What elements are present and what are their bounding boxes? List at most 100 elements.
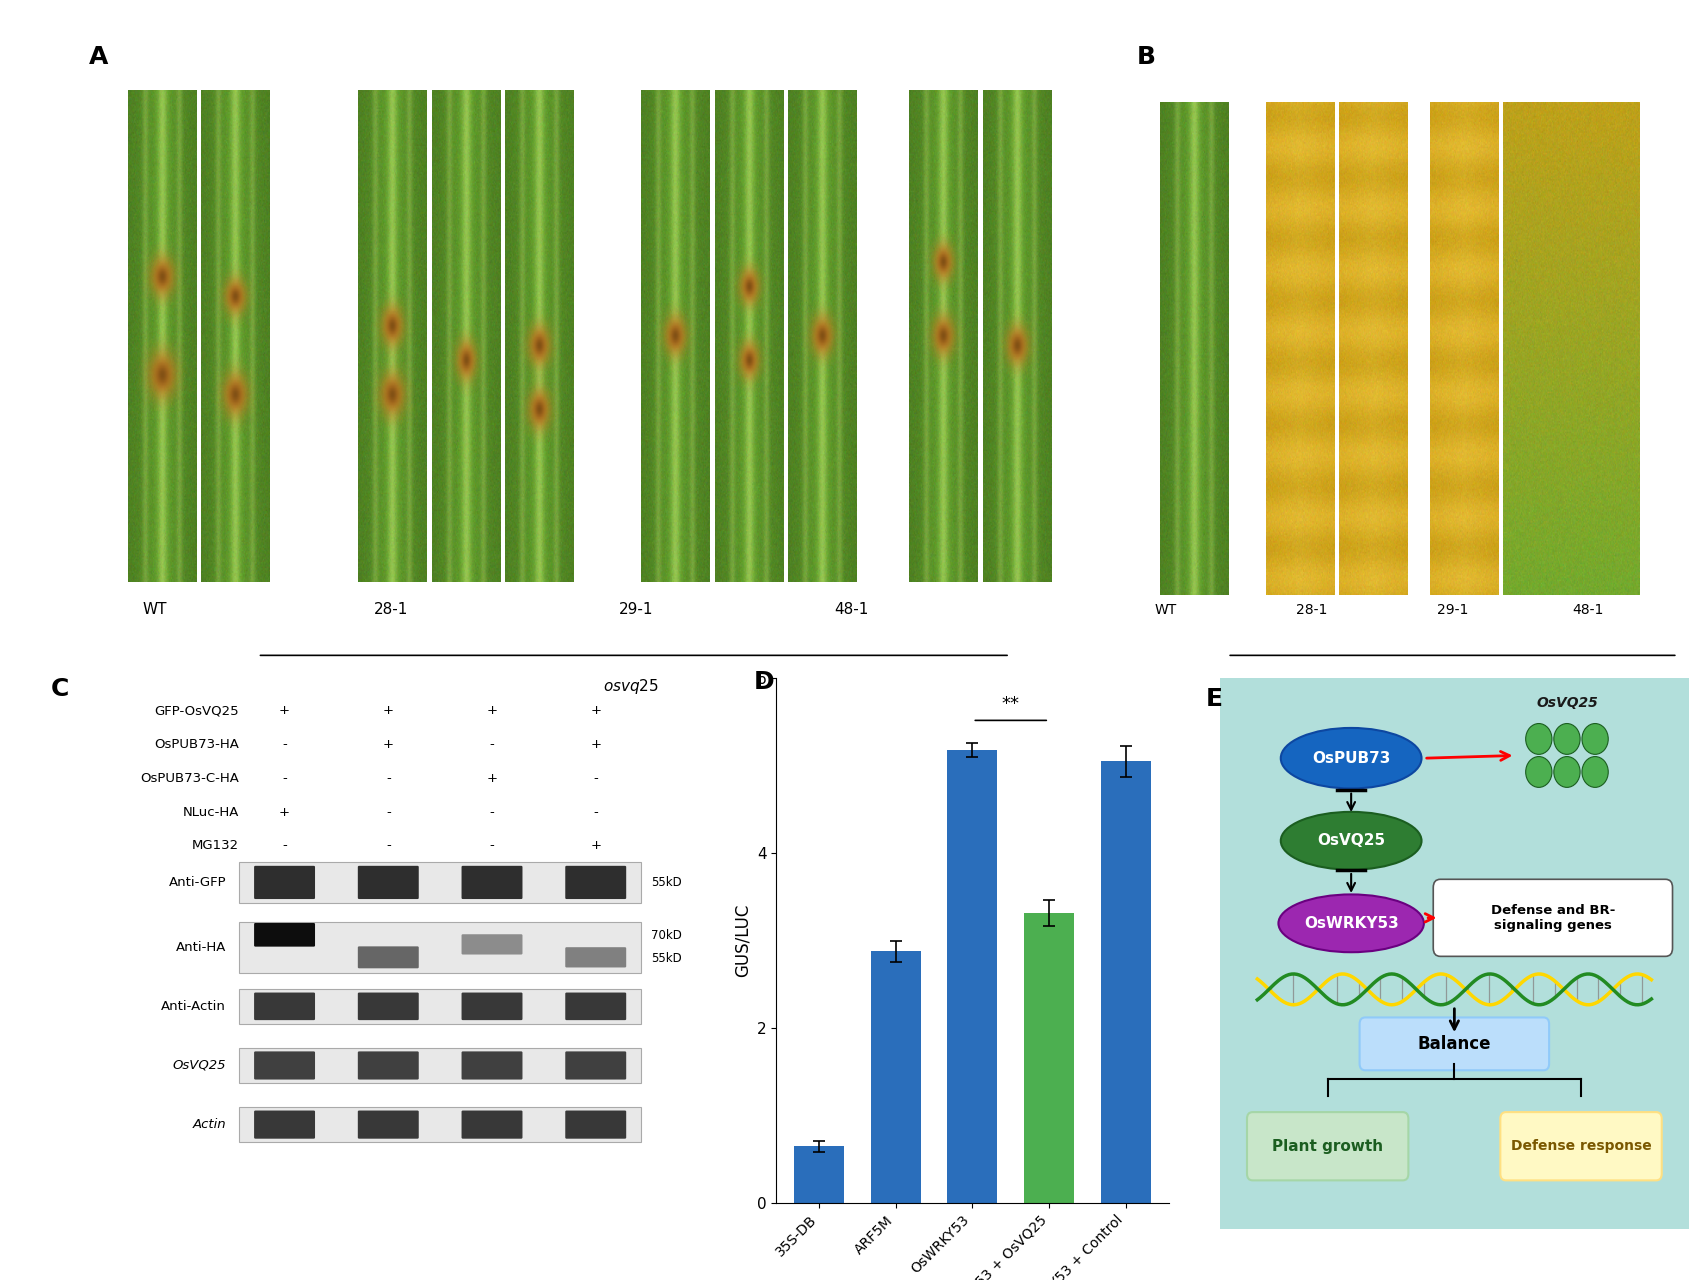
Text: OsWRKY53: OsWRKY53 bbox=[1303, 915, 1398, 931]
Text: +: + bbox=[590, 739, 600, 751]
Bar bbox=[239, 989, 641, 1024]
FancyBboxPatch shape bbox=[1359, 1018, 1548, 1070]
FancyBboxPatch shape bbox=[254, 1051, 315, 1079]
FancyBboxPatch shape bbox=[254, 1111, 315, 1139]
Text: Actin: Actin bbox=[193, 1119, 227, 1132]
Text: +: + bbox=[590, 704, 600, 717]
FancyBboxPatch shape bbox=[462, 1111, 522, 1139]
Text: OsVQ25: OsVQ25 bbox=[172, 1059, 227, 1071]
Circle shape bbox=[1553, 756, 1579, 787]
FancyBboxPatch shape bbox=[358, 1111, 418, 1139]
Text: -: - bbox=[281, 739, 286, 751]
Bar bbox=[946, 750, 997, 1203]
Text: -: - bbox=[281, 840, 286, 852]
Bar bbox=[1100, 762, 1151, 1203]
FancyBboxPatch shape bbox=[1432, 879, 1671, 956]
Text: +: + bbox=[280, 805, 290, 818]
Text: A: A bbox=[89, 45, 107, 69]
Circle shape bbox=[1581, 723, 1608, 754]
Text: 55kD: 55kD bbox=[651, 952, 682, 965]
Text: +: + bbox=[590, 840, 600, 852]
FancyBboxPatch shape bbox=[462, 865, 522, 899]
Bar bbox=[239, 863, 641, 902]
Text: 28-1: 28-1 bbox=[373, 603, 407, 617]
FancyBboxPatch shape bbox=[358, 946, 418, 968]
FancyBboxPatch shape bbox=[358, 1051, 418, 1079]
FancyBboxPatch shape bbox=[254, 992, 315, 1020]
Text: Plant growth: Plant growth bbox=[1272, 1139, 1383, 1153]
Text: 29-1: 29-1 bbox=[619, 603, 653, 617]
Circle shape bbox=[1524, 723, 1552, 754]
FancyBboxPatch shape bbox=[358, 865, 418, 899]
Text: +: + bbox=[486, 704, 498, 717]
Text: $osvq25$: $osvq25$ bbox=[1424, 677, 1480, 696]
FancyBboxPatch shape bbox=[254, 865, 315, 899]
Text: -: - bbox=[593, 805, 598, 818]
FancyBboxPatch shape bbox=[564, 1111, 626, 1139]
FancyBboxPatch shape bbox=[1246, 1112, 1408, 1180]
FancyBboxPatch shape bbox=[564, 1051, 626, 1079]
Text: WT: WT bbox=[143, 603, 167, 617]
FancyBboxPatch shape bbox=[564, 992, 626, 1020]
Circle shape bbox=[1581, 756, 1608, 787]
FancyBboxPatch shape bbox=[462, 992, 522, 1020]
Text: OsVQ25: OsVQ25 bbox=[1316, 833, 1384, 849]
Bar bbox=[1023, 913, 1074, 1203]
Text: WT: WT bbox=[1154, 603, 1176, 617]
FancyBboxPatch shape bbox=[462, 1051, 522, 1079]
Circle shape bbox=[1524, 756, 1552, 787]
Text: 29-1: 29-1 bbox=[1436, 603, 1468, 617]
Circle shape bbox=[1553, 723, 1579, 754]
Text: **: ** bbox=[1001, 695, 1020, 713]
Text: +: + bbox=[486, 772, 498, 785]
Text: +: + bbox=[382, 704, 394, 717]
Text: C: C bbox=[51, 677, 70, 701]
Text: MG132: MG132 bbox=[193, 840, 239, 852]
Text: Balance: Balance bbox=[1417, 1034, 1490, 1053]
FancyBboxPatch shape bbox=[1205, 667, 1702, 1245]
Ellipse shape bbox=[1280, 812, 1420, 869]
Text: OsPUB73: OsPUB73 bbox=[1311, 750, 1390, 765]
FancyBboxPatch shape bbox=[358, 992, 418, 1020]
Text: 55kD: 55kD bbox=[651, 876, 682, 888]
Text: 48-1: 48-1 bbox=[1570, 603, 1603, 617]
FancyBboxPatch shape bbox=[564, 865, 626, 899]
Text: 70kD: 70kD bbox=[651, 929, 682, 942]
Text: NLuc-HA: NLuc-HA bbox=[182, 805, 239, 818]
Text: GFP-OsVQ25: GFP-OsVQ25 bbox=[155, 704, 239, 717]
Text: OsPUB73-HA: OsPUB73-HA bbox=[153, 739, 239, 751]
FancyBboxPatch shape bbox=[254, 923, 315, 947]
Text: 28-1: 28-1 bbox=[1296, 603, 1326, 617]
Text: -: - bbox=[489, 739, 494, 751]
Text: -: - bbox=[281, 772, 286, 785]
Text: E: E bbox=[1205, 686, 1222, 710]
Text: Defense response: Defense response bbox=[1509, 1139, 1650, 1153]
Text: D: D bbox=[754, 669, 774, 694]
FancyBboxPatch shape bbox=[1499, 1112, 1661, 1180]
Y-axis label: GUS/LUC: GUS/LUC bbox=[733, 904, 750, 978]
Text: -: - bbox=[385, 805, 390, 818]
Text: Anti-GFP: Anti-GFP bbox=[169, 876, 227, 888]
Text: -: - bbox=[489, 840, 494, 852]
Text: B: B bbox=[1137, 45, 1156, 69]
Text: $osvq25$: $osvq25$ bbox=[604, 677, 658, 696]
Bar bbox=[870, 951, 921, 1203]
Text: -: - bbox=[489, 805, 494, 818]
Text: OsVQ25: OsVQ25 bbox=[1534, 696, 1598, 710]
Text: OsPUB73-C-HA: OsPUB73-C-HA bbox=[140, 772, 239, 785]
Text: Anti-HA: Anti-HA bbox=[176, 941, 227, 954]
Text: +: + bbox=[280, 704, 290, 717]
Bar bbox=[793, 1147, 844, 1203]
Text: -: - bbox=[385, 772, 390, 785]
Bar bbox=[239, 922, 641, 973]
Text: Anti-Actin: Anti-Actin bbox=[162, 1000, 227, 1012]
Text: -: - bbox=[385, 840, 390, 852]
Ellipse shape bbox=[1280, 728, 1420, 788]
Text: +: + bbox=[382, 739, 394, 751]
Text: Defense and BR-
signaling genes: Defense and BR- signaling genes bbox=[1490, 904, 1615, 932]
FancyBboxPatch shape bbox=[462, 934, 522, 955]
Text: -: - bbox=[593, 772, 598, 785]
Ellipse shape bbox=[1277, 895, 1424, 952]
FancyBboxPatch shape bbox=[564, 947, 626, 968]
Text: 48-1: 48-1 bbox=[834, 603, 868, 617]
